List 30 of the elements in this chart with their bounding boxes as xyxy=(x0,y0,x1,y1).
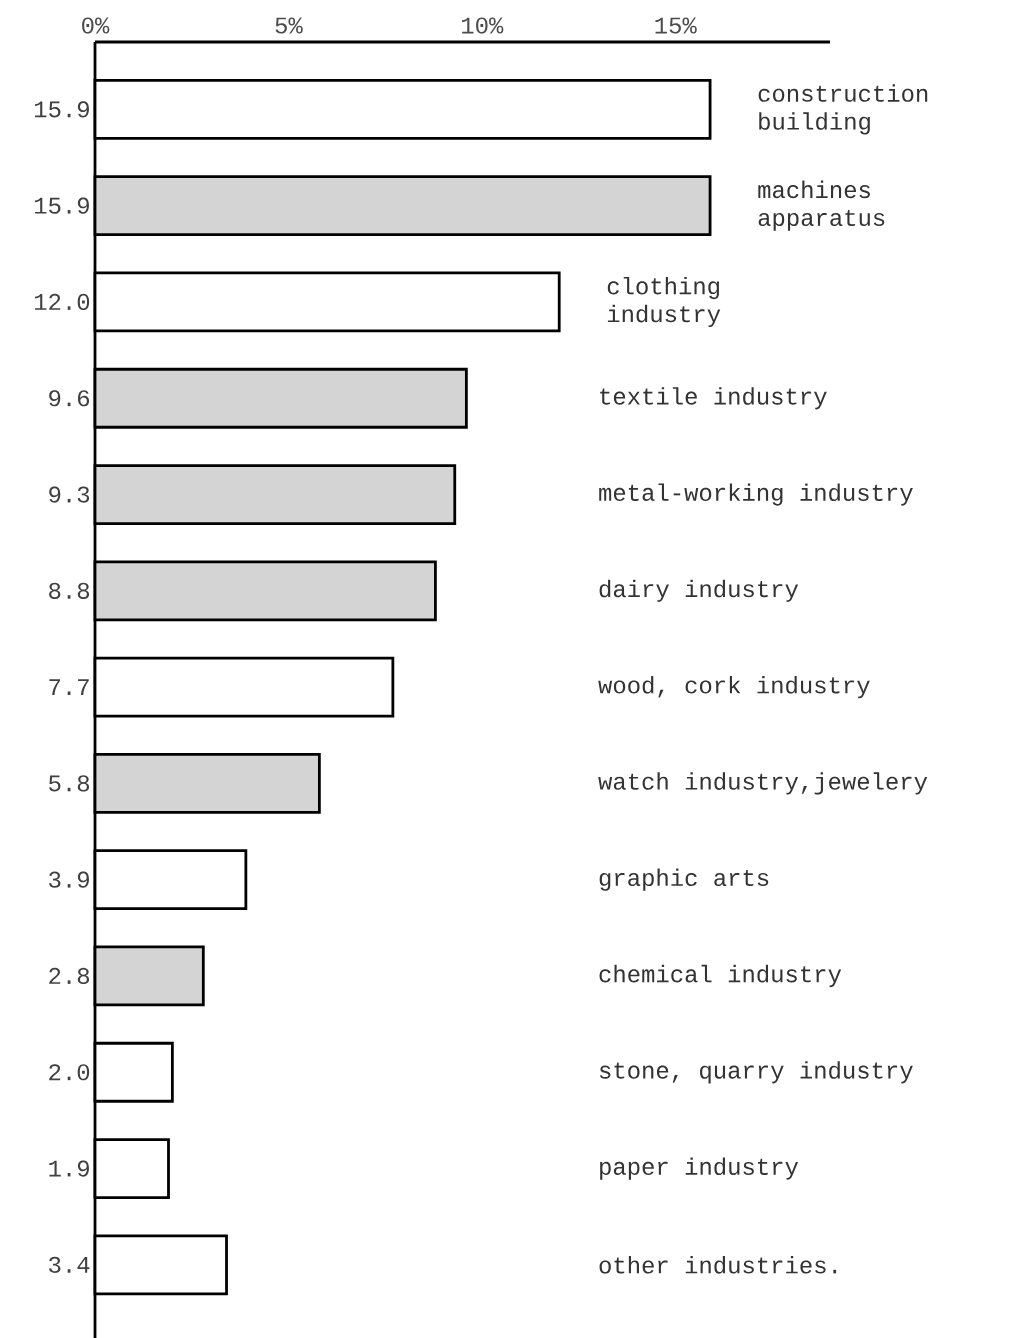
data-label: 3.4 xyxy=(49,1256,90,1273)
data-label: 2.8 xyxy=(49,967,90,985)
data-label: 1.9 xyxy=(49,1160,89,1177)
y-tick-label: textile industry xyxy=(600,387,827,410)
y-tick-label: paper industry xyxy=(600,1157,799,1180)
y-tick-label: dairy industry xyxy=(599,579,799,602)
data-label: 12.0 xyxy=(34,293,90,311)
x-tick-label: 10% xyxy=(462,17,504,34)
y-tick-label: graphic arts xyxy=(599,868,769,891)
data-label: 9.6 xyxy=(49,390,90,407)
x-tick-label: 0% xyxy=(82,17,110,34)
x-tick-label: 5% xyxy=(275,17,303,34)
x-tick-label: 15% xyxy=(655,17,697,34)
y-tick-label: stone, quarry industry xyxy=(599,1061,913,1084)
y-tick-label: metal-working industry xyxy=(599,483,913,506)
y-tick-label: chemical industry xyxy=(599,964,842,988)
y-tick-label: wood, cork industry xyxy=(598,675,870,699)
y-tick-label: construction building xyxy=(758,84,928,135)
y-tick-label: machines apparatus xyxy=(758,180,885,231)
y-tick-label: watch industry,jewelery xyxy=(598,772,928,795)
y-tick-label: other industries. xyxy=(599,1256,837,1274)
data-label: 9.3 xyxy=(49,486,90,503)
data-label: 7.7 xyxy=(49,679,89,695)
data-label: 2.0 xyxy=(49,1064,90,1081)
data-label: 15.9 xyxy=(34,197,89,214)
data-label: 3.9 xyxy=(49,871,89,888)
data-label: 15.9 xyxy=(34,101,89,118)
data-label: 8.8 xyxy=(49,582,90,599)
data-label: 5.8 xyxy=(49,775,90,792)
y-tick-label: clothing industry xyxy=(607,276,721,328)
